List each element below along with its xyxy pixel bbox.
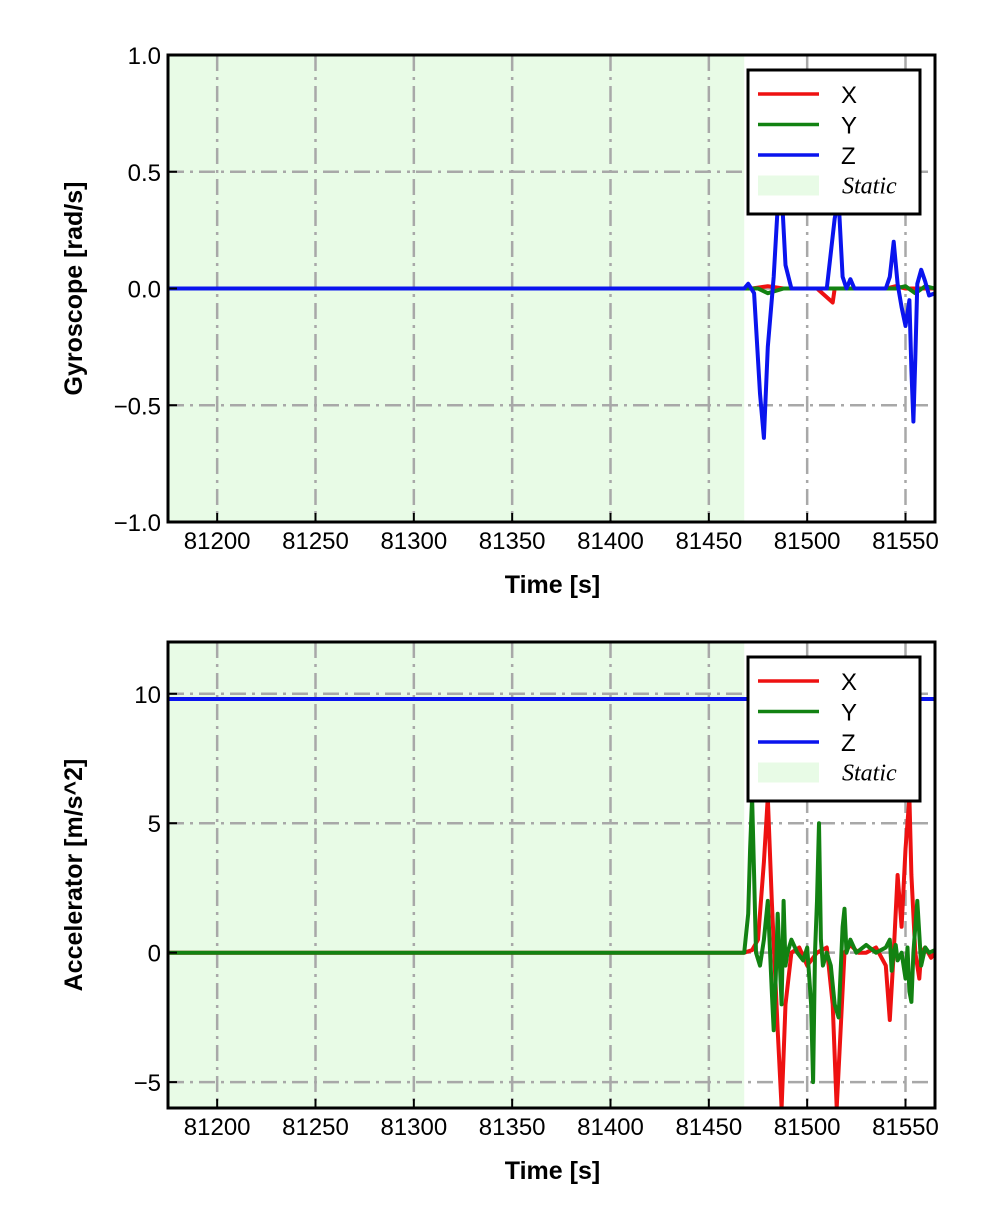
x-tick-label: 81450 bbox=[675, 528, 742, 555]
y-tick-label: 10 bbox=[134, 682, 161, 709]
x-tick-label: 81500 bbox=[774, 1114, 841, 1141]
y-tick-label: 0.5 bbox=[128, 160, 161, 187]
x-tick-label: 81550 bbox=[872, 1114, 939, 1141]
x-tick-label: 81200 bbox=[184, 1114, 251, 1141]
legend-label-static: Static bbox=[842, 174, 897, 200]
x-tick-label: 81400 bbox=[577, 1114, 644, 1141]
x-tick-label: 81250 bbox=[282, 528, 349, 555]
x-tick-label: 81300 bbox=[380, 1114, 447, 1141]
legend: XYZ Static bbox=[746, 68, 922, 216]
x-tick-label: 81450 bbox=[675, 1114, 742, 1141]
chart-panel-1: 81200 81250 81300 81350 81400 81450 81500 81550… bbox=[60, 43, 939, 599]
x-tick-label: 81200 bbox=[184, 528, 251, 555]
series-line-y bbox=[168, 795, 935, 1085]
y-tick-label: −1.0 bbox=[114, 510, 161, 537]
x-tick-label: 81350 bbox=[479, 528, 546, 555]
x-tick-label: 81350 bbox=[479, 1114, 546, 1141]
x-tick-label: 81300 bbox=[380, 528, 447, 555]
series-line-y bbox=[168, 284, 935, 296]
y-tick-label: −5 bbox=[134, 1070, 161, 1097]
legend: XYZ Static bbox=[746, 655, 922, 803]
y-axis-label: Accelerator [m/s^2] bbox=[60, 759, 88, 992]
legend-swatch-static bbox=[758, 762, 819, 783]
static-region bbox=[168, 642, 745, 1108]
legend-label-y: Y bbox=[841, 700, 857, 727]
plot-frame bbox=[166, 640, 937, 1110]
legend-swatch-static bbox=[758, 175, 819, 196]
legend-label-x: X bbox=[841, 82, 857, 109]
y-tick-label: 5 bbox=[148, 811, 161, 838]
y-tick-label: 1.0 bbox=[128, 43, 161, 70]
legend-label-x: X bbox=[841, 669, 857, 696]
y-tick-label: 0 bbox=[148, 941, 161, 968]
x-axis-label: Time [s] bbox=[505, 1157, 600, 1185]
legend-label-y: Y bbox=[841, 113, 857, 140]
chart-panel-2: 81200 81250 81300 81350 81400 81450 81500 81550… bbox=[60, 640, 939, 1185]
y-tick-label: 0.0 bbox=[128, 277, 161, 304]
legend-label-static: Static bbox=[842, 761, 897, 787]
x-tick-label: 81250 bbox=[282, 1114, 349, 1141]
x-axis-label: Time [s] bbox=[505, 571, 600, 599]
legend-label-z: Z bbox=[841, 143, 856, 170]
legend-label-z: Z bbox=[841, 730, 856, 757]
x-tick-label: 81400 bbox=[577, 528, 644, 555]
x-tick-label: 81550 bbox=[872, 528, 939, 555]
series-line-z bbox=[168, 188, 935, 440]
x-tick-label: 81500 bbox=[774, 528, 841, 555]
y-tick-label: −0.5 bbox=[114, 393, 161, 420]
y-axis-label: Gyroscope [rad/s] bbox=[60, 182, 88, 396]
